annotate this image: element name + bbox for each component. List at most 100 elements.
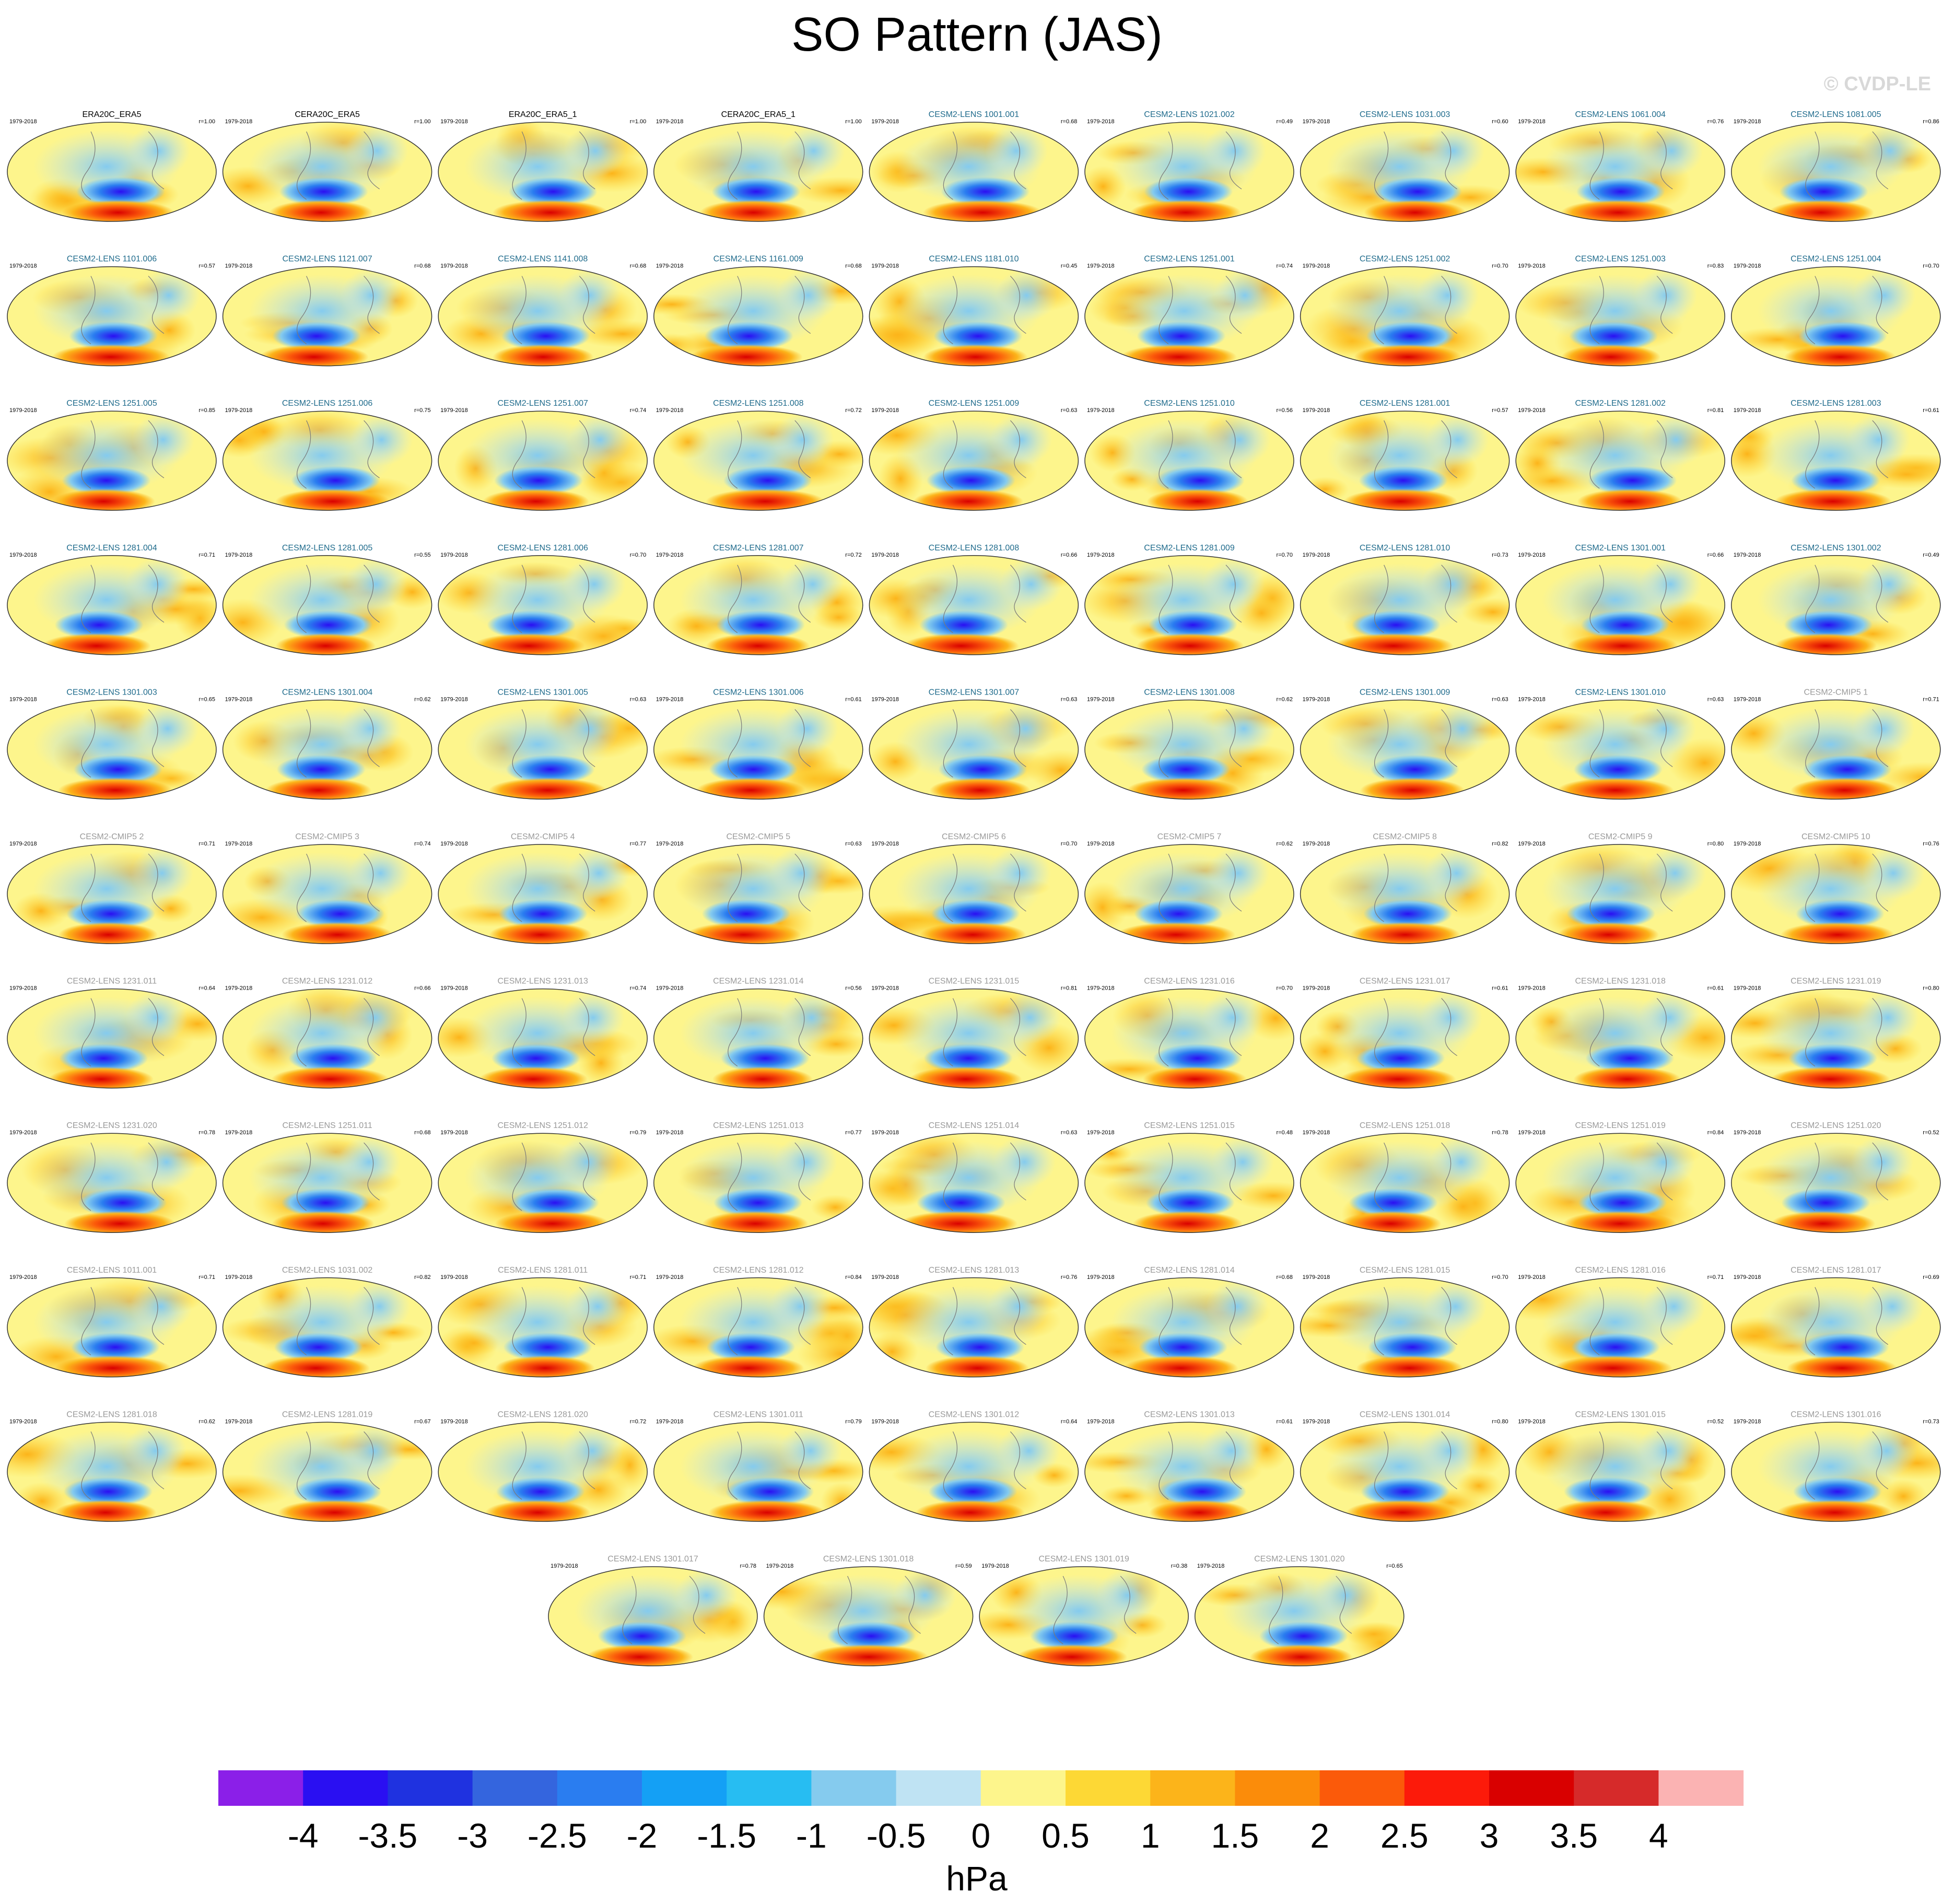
panel-title: CESM2-LENS 1031.003 <box>1360 110 1450 119</box>
colorbar-swatch <box>727 1770 812 1806</box>
panel-correlation: r=1.00 <box>845 119 862 125</box>
panel-title: CESM2-LENS 1231.013 <box>497 977 588 986</box>
panel-period: 1979-2018 <box>9 1418 37 1425</box>
panel-title: CESM2-CMIP5 7 <box>1157 832 1222 841</box>
panel-title: CESM2-LENS 1251.008 <box>713 399 804 408</box>
map-panel: CESM2-LENS 1251.018 1979-2018 r=0.78 <box>1300 1121 1510 1233</box>
panel-title: CESM2-LENS 1301.001 <box>1575 544 1666 553</box>
map-panel: CESM2-LENS 1301.011 1979-2018 r=0.79 <box>653 1410 863 1522</box>
panel-period: 1979-2018 <box>1303 263 1330 269</box>
panel-correlation: r=0.80 <box>1492 1418 1508 1425</box>
colorbar-tick-label: -1.5 <box>697 1816 756 1855</box>
panel-title: CESM2-LENS 1281.005 <box>282 544 373 553</box>
panel-title: CESM2-CMIP5 4 <box>511 832 575 841</box>
colorbar-swatch <box>218 1770 303 1806</box>
map-panel: CESM2-LENS 1231.012 1979-2018 r=0.66 <box>222 977 432 1089</box>
panel-period: 1979-2018 <box>1087 696 1115 702</box>
panel-period: 1979-2018 <box>440 263 468 269</box>
panel-title: CESM2-LENS 1301.009 <box>1360 688 1450 697</box>
panel-title: CESM2-CMIP5 9 <box>1588 832 1653 841</box>
panel-correlation: r=0.57 <box>1492 407 1508 414</box>
panel-period: 1979-2018 <box>1087 263 1115 269</box>
panel-correlation: r=0.65 <box>1386 1563 1403 1569</box>
map-panel: CESM2-LENS 1281.015 1979-2018 r=0.70 <box>1300 1266 1510 1378</box>
colorbar-swatch <box>811 1770 897 1806</box>
panel-period: 1979-2018 <box>656 1274 684 1280</box>
map-panel: CESM2-LENS 1101.006 1979-2018 r=0.57 <box>7 255 217 367</box>
panel-period: 1979-2018 <box>1303 119 1330 125</box>
map-panel: CESM2-LENS 1281.016 1979-2018 r=0.71 <box>1515 1266 1725 1378</box>
panel-title: CESM2-LENS 1301.006 <box>713 688 804 697</box>
panel-title: CESM2-LENS 1281.011 <box>498 1266 588 1275</box>
panel-period: 1979-2018 <box>871 552 899 558</box>
panel-correlation: r=0.68 <box>845 263 862 269</box>
panel-period: 1979-2018 <box>440 1130 468 1136</box>
colorbar-swatch <box>1235 1770 1320 1806</box>
panel-title: CESM2-LENS 1251.018 <box>1360 1121 1450 1130</box>
colorbar-tick-label: -2.5 <box>528 1816 587 1855</box>
panel-correlation: r=0.72 <box>845 552 862 558</box>
map-panel: CESM2-LENS 1301.018 1979-2018 r=0.59 <box>763 1555 974 1666</box>
panel-period: 1979-2018 <box>225 1130 253 1136</box>
panel-title: CESM2-LENS 1301.019 <box>1038 1555 1129 1564</box>
panel-period: 1979-2018 <box>1303 552 1330 558</box>
map-panel: CESM2-LENS 1301.007 1979-2018 r=0.63 <box>869 688 1079 800</box>
panel-correlation: r=0.63 <box>1061 407 1078 414</box>
panel-correlation: r=0.74 <box>1277 263 1293 269</box>
panel-title: CESM2-LENS 1251.002 <box>1360 255 1450 264</box>
panel-title: CESM2-LENS 1081.005 <box>1791 110 1881 119</box>
panel-period: 1979-2018 <box>1087 119 1115 125</box>
panel-period: 1979-2018 <box>656 841 684 847</box>
map-panel: CESM2-LENS 1081.005 1979-2018 r=0.86 <box>1731 110 1941 222</box>
panel-title: CESM2-LENS 1031.002 <box>282 1266 373 1275</box>
panel-correlation: r=0.81 <box>1707 407 1724 414</box>
map-panel: CESM2-LENS 1001.001 1979-2018 r=0.68 <box>869 110 1079 222</box>
panel-period: 1979-2018 <box>225 1418 253 1425</box>
panel-correlation: r=0.62 <box>199 1418 216 1425</box>
map-panel: CESM2-LENS 1281.007 1979-2018 r=0.72 <box>653 544 863 655</box>
panel-correlation: r=0.66 <box>1707 552 1724 558</box>
panel-title: CESM2-LENS 1301.013 <box>1144 1410 1235 1419</box>
map-panel: CESM2-LENS 1141.008 1979-2018 r=0.68 <box>438 255 648 367</box>
map-panel: CESM2-LENS 1251.020 1979-2018 r=0.52 <box>1731 1121 1941 1233</box>
panel-correlation: r=0.55 <box>414 552 431 558</box>
map-panel: CESM2-LENS 1301.008 1979-2018 r=0.62 <box>1084 688 1294 800</box>
panel-title: CESM2-LENS 1281.012 <box>713 1266 804 1275</box>
panel-period: 1979-2018 <box>9 119 37 125</box>
panel-title: CESM2-CMIP5 1 <box>1804 688 1868 697</box>
panel-correlation: r=0.85 <box>199 407 216 414</box>
map-panel: CESM2-LENS 1121.007 1979-2018 r=0.68 <box>222 255 432 367</box>
panel-period: 1979-2018 <box>1734 696 1761 702</box>
map-panel: CESM2-LENS 1231.014 1979-2018 r=0.56 <box>653 977 863 1089</box>
panel-correlation: r=0.74 <box>630 407 647 414</box>
panel-title: CESM2-LENS 1231.019 <box>1791 977 1881 986</box>
colorbar-swatch <box>303 1770 388 1806</box>
colorbar-tick-label: -2 <box>627 1816 658 1855</box>
map-panel: CESM2-LENS 1251.006 1979-2018 r=0.75 <box>222 399 432 511</box>
panel-correlation: r=0.70 <box>630 552 647 558</box>
panel-title: CESM2-LENS 1301.015 <box>1575 1410 1666 1419</box>
panel-title: CESM2-LENS 1141.008 <box>498 255 588 264</box>
panel-period: 1979-2018 <box>9 841 37 847</box>
panel-title: CESM2-LENS 1281.017 <box>1791 1266 1881 1275</box>
map-panel: CESM2-LENS 1061.004 1979-2018 r=0.76 <box>1515 110 1725 222</box>
panel-correlation: r=1.00 <box>414 119 431 125</box>
map-panel: CESM2-LENS 1281.008 1979-2018 r=0.66 <box>869 544 1079 655</box>
colorbar-swatch <box>388 1770 473 1806</box>
panel-title: CESM2-LENS 1301.017 <box>607 1555 698 1564</box>
map-panel: CESM2-LENS 1301.013 1979-2018 r=0.61 <box>1084 1410 1294 1522</box>
panel-correlation: r=0.63 <box>1061 696 1078 702</box>
map-panel: CESM2-LENS 1251.003 1979-2018 r=0.83 <box>1515 255 1725 367</box>
map-panel: CESM2-LENS 1301.005 1979-2018 r=0.63 <box>438 688 648 800</box>
panel-period: 1979-2018 <box>656 985 684 992</box>
panel-title: CESM2-LENS 1021.002 <box>1144 110 1235 119</box>
panel-title: CESM2-LENS 1281.014 <box>1144 1266 1235 1275</box>
panel-correlation: r=0.63 <box>1492 696 1508 702</box>
colorbar-tick-label: 2.5 <box>1380 1816 1429 1855</box>
map-panel: ERA20C_ERA5 1979-2018 r=1.00 <box>7 110 217 222</box>
map-panel: CESM2-LENS 1301.001 1979-2018 r=0.66 <box>1515 544 1725 655</box>
panel-correlation: r=0.61 <box>845 696 862 702</box>
panel-title: CESM2-LENS 1281.004 <box>66 544 157 553</box>
panel-period: 1979-2018 <box>1734 263 1761 269</box>
panel-period: 1979-2018 <box>225 696 253 702</box>
